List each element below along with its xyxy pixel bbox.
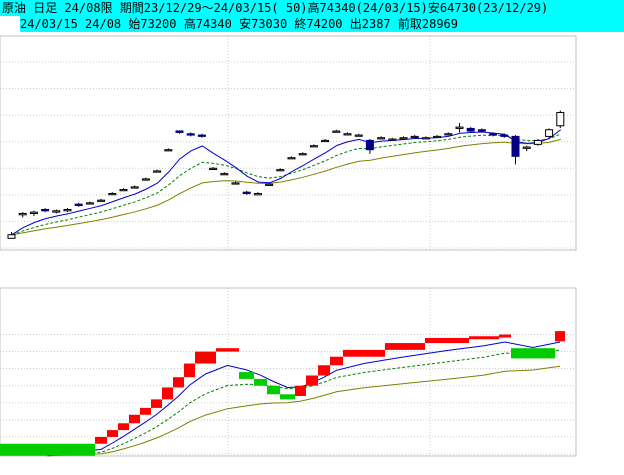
new-price-bar-up — [107, 430, 118, 437]
candle-up — [377, 137, 386, 140]
candle-down — [186, 133, 195, 136]
candle-down — [41, 208, 50, 212]
candle-up — [7, 234, 16, 239]
new-price-bar-up — [195, 351, 216, 364]
ma20-line — [11, 138, 561, 236]
candle-up — [29, 211, 38, 214]
candle-up — [52, 210, 61, 213]
candle-up — [265, 183, 274, 186]
top-grid — [0, 36, 576, 250]
new-price-bar-up — [162, 387, 173, 400]
candle-up — [153, 170, 162, 173]
new-price-bar-down — [254, 378, 267, 386]
candle-up — [399, 137, 408, 140]
candlestick-series — [7, 110, 565, 239]
candle-up — [343, 133, 352, 136]
candle-up — [410, 135, 419, 139]
candle-up — [287, 157, 296, 160]
candle-up — [141, 178, 150, 181]
chart-header-ohlc: 24/03/15 24/08 始73200 高74340 安73030 終742… — [20, 16, 624, 32]
new-price-bar-up — [343, 349, 385, 357]
new-price-bar-down — [239, 372, 254, 379]
candle-up — [309, 145, 318, 148]
ma20-line — [47, 365, 561, 457]
chart-header-period: 原油 日足 24/08限 期間23/12/29～24/03/15( 50)高74… — [0, 0, 624, 16]
candle-down — [511, 135, 520, 157]
candle-up — [231, 182, 240, 185]
top-panel-frame — [0, 35, 577, 251]
candle-up — [545, 129, 554, 137]
candle-down — [500, 134, 509, 137]
candle-up — [455, 126, 464, 129]
new-price-bar-down — [0, 443, 95, 456]
new-price-bar-down — [280, 394, 295, 400]
candle-up — [388, 138, 397, 141]
candle-up — [444, 133, 453, 136]
new-price-bar-up — [295, 385, 306, 396]
new-price-bar-up — [330, 356, 343, 366]
new-price-bar-up — [385, 343, 425, 350]
candle-down — [365, 139, 374, 151]
candle-up — [556, 111, 565, 127]
ma5-line — [47, 341, 561, 457]
candle-up — [209, 167, 218, 170]
new-price-bar-up — [129, 414, 140, 424]
candle-up — [332, 130, 341, 133]
new-price-bar-up — [306, 375, 318, 386]
new-price-bar-up — [173, 377, 184, 388]
new-price-bar-up — [140, 407, 151, 415]
candle-down — [74, 203, 83, 206]
candle-up — [220, 173, 229, 176]
new-price-bar-down — [511, 348, 555, 359]
candle-up — [97, 199, 106, 202]
candle-up — [164, 149, 173, 152]
candle-up — [354, 134, 363, 137]
candle-down — [197, 134, 206, 137]
top-moving-averages — [11, 129, 562, 236]
new-price-bar-up — [499, 334, 511, 338]
new-price-bar-down — [267, 385, 280, 395]
new-price-bar-up — [95, 436, 107, 444]
candle-up — [433, 135, 442, 139]
ma5-line — [11, 129, 562, 236]
new-price-bar-up — [555, 331, 565, 342]
new-price-bar-up — [318, 365, 330, 376]
new-price-bar-up — [469, 336, 499, 340]
new-price-bar-up — [151, 399, 162, 408]
candle-up — [421, 137, 430, 140]
candle-down — [242, 191, 251, 195]
new-price-bar-up — [216, 348, 239, 352]
candle-up — [298, 153, 307, 156]
candle-up — [130, 186, 139, 189]
candle-up — [253, 193, 262, 196]
candle-up — [321, 139, 330, 143]
bottom-panel-frame — [0, 287, 577, 457]
new-price-bar-up — [184, 363, 195, 378]
candle-up — [522, 146, 531, 149]
new-price-bar-up — [425, 337, 469, 344]
candle-down — [477, 129, 486, 132]
new-price-bars — [0, 331, 565, 456]
candle-up — [533, 139, 542, 145]
candle-down — [489, 133, 498, 136]
candle-up — [18, 212, 27, 216]
candle-up — [108, 193, 117, 196]
candle-up — [276, 169, 285, 172]
candle-up — [85, 202, 94, 205]
candle-down — [466, 127, 475, 132]
candle-up — [63, 208, 72, 212]
candle-down — [175, 130, 184, 133]
candle-up — [119, 189, 128, 192]
new-price-bar-up — [118, 423, 129, 431]
